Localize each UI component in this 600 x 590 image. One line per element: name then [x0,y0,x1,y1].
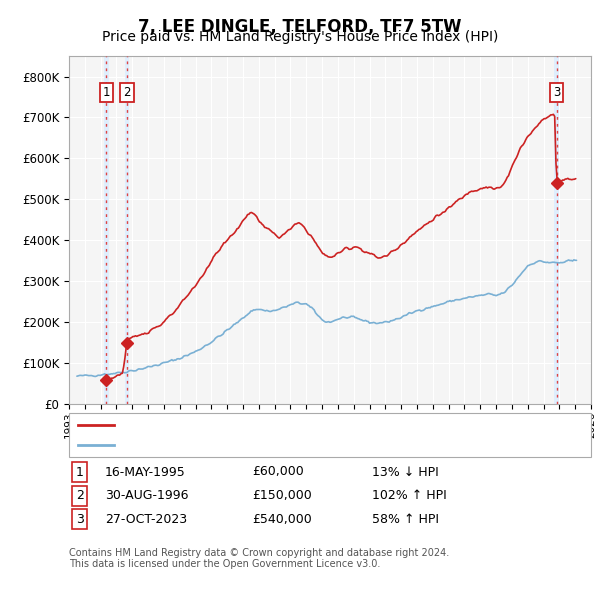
Text: 2: 2 [76,489,84,502]
Text: Price paid vs. HM Land Registry's House Price Index (HPI): Price paid vs. HM Land Registry's House … [102,30,498,44]
Text: 7, LEE DINGLE, TELFORD, TF7 5TW: 7, LEE DINGLE, TELFORD, TF7 5TW [138,18,462,36]
Text: 3: 3 [553,86,560,99]
Text: £540,000: £540,000 [252,513,312,526]
Text: Contains HM Land Registry data © Crown copyright and database right 2024.
This d: Contains HM Land Registry data © Crown c… [69,548,449,569]
Text: 1: 1 [103,86,110,99]
Text: 30-AUG-1996: 30-AUG-1996 [105,489,188,502]
Bar [554,56,559,404]
Text: 1: 1 [76,466,84,478]
Text: 3: 3 [76,513,84,526]
Bar [104,56,109,404]
Text: 2: 2 [123,86,131,99]
Text: 102% ↑ HPI: 102% ↑ HPI [372,489,447,502]
Text: 58% ↑ HPI: 58% ↑ HPI [372,513,439,526]
Text: 16-MAY-1995: 16-MAY-1995 [105,466,186,478]
Text: 13% ↓ HPI: 13% ↓ HPI [372,466,439,478]
Text: 27-OCT-2023: 27-OCT-2023 [105,513,187,526]
Text: 7, LEE DINGLE, TELFORD, TF7 5TW (detached house): 7, LEE DINGLE, TELFORD, TF7 5TW (detache… [120,418,433,431]
Text: HPI: Average price, detached house, Telford and Wrekin: HPI: Average price, detached house, Telf… [120,439,448,452]
Bar [125,56,129,404]
Text: £150,000: £150,000 [252,489,312,502]
Text: £60,000: £60,000 [252,466,304,478]
